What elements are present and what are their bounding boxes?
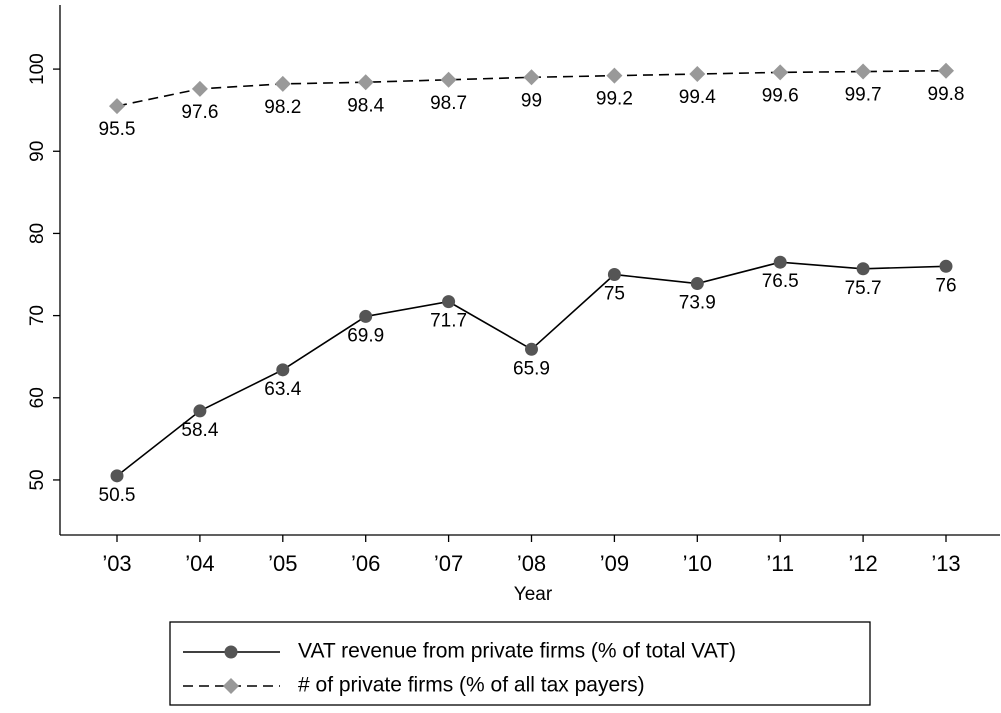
diamond-marker (772, 64, 789, 81)
x-tick-label: ’13 (931, 551, 960, 576)
value-label: 58.4 (181, 420, 218, 441)
value-label: 99.8 (928, 84, 965, 105)
diamond-marker (855, 63, 872, 80)
diamond-marker (274, 75, 291, 92)
value-label: 75.7 (845, 278, 882, 299)
circle-marker (525, 342, 538, 356)
value-label: 99.6 (762, 85, 799, 106)
x-tick-label: ’07 (434, 551, 463, 576)
value-label: 99.2 (596, 89, 633, 110)
diamond-marker (223, 678, 239, 694)
diamond-marker (938, 62, 954, 79)
x-tick-label: ’12 (848, 551, 877, 576)
value-label: 99.4 (679, 87, 716, 108)
value-label: 65.9 (513, 358, 550, 379)
diamond-marker (357, 74, 374, 91)
diamond-marker (109, 98, 125, 115)
y-tick-label: 100 (27, 53, 48, 85)
diamond-marker (523, 69, 540, 86)
value-label: 98.4 (347, 95, 384, 116)
y-tick-label: 60 (27, 387, 48, 408)
diamond-marker (440, 71, 457, 88)
circle-marker (442, 295, 456, 309)
value-label: 63.4 (264, 379, 301, 400)
circle-marker (193, 404, 207, 418)
x-tick-label: ’09 (600, 551, 629, 576)
y-tick-label: 50 (27, 469, 48, 490)
circle-marker (690, 277, 704, 291)
circle-marker (939, 259, 953, 273)
value-label: 98.2 (264, 97, 301, 118)
value-label: 76 (935, 275, 956, 296)
value-label: 98.7 (430, 93, 467, 114)
diamond-marker (191, 80, 208, 97)
value-label: 99.7 (845, 85, 882, 106)
diamond-marker (606, 67, 623, 84)
value-label: 76.5 (762, 271, 799, 292)
legend-label: VAT revenue from private firms (% of tot… (298, 640, 736, 663)
x-tick-label: ’04 (185, 551, 214, 576)
y-tick-label: 70 (27, 305, 48, 326)
x-tick-label: ’08 (517, 551, 546, 576)
circle-marker (607, 268, 621, 282)
value-label: 97.6 (181, 102, 218, 123)
x-axis-title: Year (514, 584, 553, 605)
value-label: 75 (604, 284, 625, 305)
value-label: 71.7 (430, 311, 467, 332)
x-tick-label: ’11 (766, 551, 794, 576)
y-tick-label: 80 (27, 223, 48, 244)
x-tick-label: ’10 (683, 551, 712, 576)
value-label: 95.5 (99, 119, 136, 140)
y-tick-label: 90 (27, 141, 48, 162)
circle-marker (856, 262, 870, 276)
x-tick-label: ’06 (351, 551, 380, 576)
x-tick-label: ’05 (268, 551, 297, 576)
circle-marker (359, 309, 373, 323)
value-label: 69.9 (347, 325, 384, 346)
circle-marker (110, 469, 124, 483)
circle-marker (224, 645, 238, 659)
legend-label: # of private firms (% of all tax payers) (298, 674, 645, 697)
circle-marker (276, 363, 290, 377)
value-label: 50.5 (99, 485, 136, 506)
value-label: 99 (521, 90, 542, 111)
circle-marker (773, 255, 787, 269)
legend-box (169, 621, 871, 706)
diamond-marker (689, 66, 706, 83)
value-label: 73.9 (679, 293, 716, 314)
x-tick-label: ’03 (102, 551, 131, 576)
